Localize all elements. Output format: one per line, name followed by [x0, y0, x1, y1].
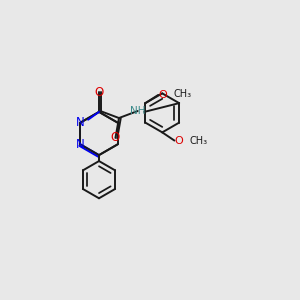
Text: NH: NH	[130, 106, 146, 116]
Text: O: O	[174, 136, 183, 146]
Text: O: O	[111, 131, 120, 144]
Text: O: O	[94, 85, 103, 98]
Text: N: N	[76, 116, 85, 129]
Text: CH₃: CH₃	[174, 89, 192, 99]
Text: N: N	[76, 138, 85, 151]
Text: CH₃: CH₃	[189, 136, 208, 146]
Text: O: O	[158, 90, 167, 100]
